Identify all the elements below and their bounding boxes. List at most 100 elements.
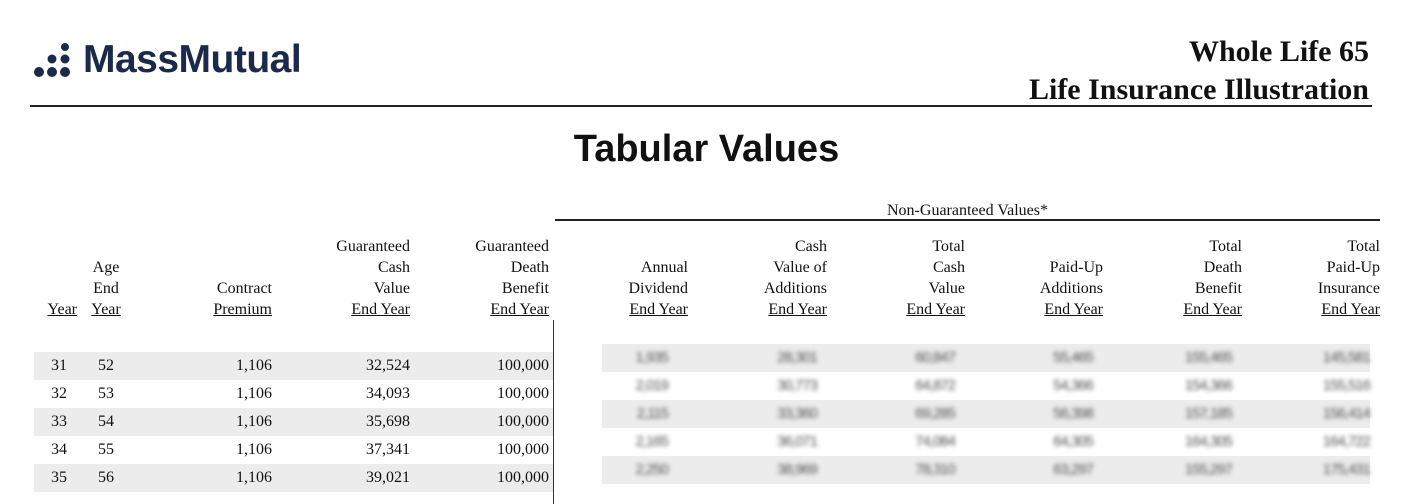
col-header-age-line1: Age — [92, 259, 120, 276]
cell-gdb: 100,000 — [497, 385, 549, 402]
cell-cva: 36,071 — [777, 433, 818, 450]
cell-tpui: 164,722 — [1322, 433, 1371, 450]
col-header-gdb-line2: Death — [510, 259, 549, 276]
col-header-tcv-line4: End Year — [906, 301, 965, 318]
cell-age: 54 — [98, 413, 114, 430]
col-header-tpui-line2: Paid-Up — [1326, 259, 1380, 276]
cell-tpui: 145,581 — [1322, 349, 1371, 366]
cell-dividend: 2,115 — [636, 405, 669, 422]
col-header-tpui-line3: Insurance — [1317, 280, 1380, 297]
col-header-tpui-line4: End Year — [1321, 301, 1380, 318]
col-header-age: Age End Year — [84, 257, 128, 320]
col-header-year-line: Year — [47, 301, 77, 318]
cell-gcv: 37,341 — [366, 441, 410, 458]
col-header-premium-line1: Contract — [216, 280, 272, 297]
cell-pua: 64,305 — [1053, 433, 1094, 450]
col-header-tdb-line1: Total — [1209, 238, 1242, 255]
cell-tpui: 156,414 — [1322, 405, 1371, 422]
cell-year: 33 — [51, 413, 67, 430]
cell-pua: 55,465 — [1053, 349, 1094, 366]
non-guaranteed-row — [602, 372, 1370, 400]
cell-gdb: 100,000 — [497, 441, 549, 458]
cell-dividend: 2,250 — [635, 461, 669, 478]
cell-tcv: 69,285 — [915, 405, 956, 422]
cell-year: 35 — [51, 469, 67, 486]
col-header-tdb-line2: Death — [1203, 259, 1242, 276]
cell-tdb: 157,185 — [1184, 405, 1233, 422]
col-header-gdb-line4: End Year — [490, 301, 549, 318]
col-header-div-line2: Dividend — [628, 280, 688, 297]
col-header-cva-line4: End Year — [768, 301, 827, 318]
col-header-tcv-line1: Total — [932, 238, 965, 255]
cell-pua: 63,297 — [1053, 461, 1094, 478]
cell-gdb: 100,000 — [497, 413, 549, 430]
col-header-tdb-line4: End Year — [1183, 301, 1242, 318]
cell-cva: 38,969 — [777, 461, 818, 478]
col-header-paid-up-additions: Paid-Up Additions End Year — [1003, 257, 1103, 320]
table-row — [34, 352, 553, 380]
cell-gcv: 34,093 — [366, 385, 410, 402]
col-header-tpui-line1: Total — [1347, 238, 1380, 255]
col-header-cva-line3: Additions — [763, 280, 827, 297]
table-row — [34, 408, 553, 436]
non-guaranteed-divider — [555, 219, 1380, 221]
cell-age: 56 — [98, 469, 114, 486]
col-header-gdb-line3: Benefit — [501, 280, 549, 297]
cell-age: 52 — [98, 357, 114, 374]
cell-cva: 33,360 — [777, 405, 818, 422]
massmutual-logo: MassMutual — [33, 38, 302, 82]
cell-premium: 1,106 — [236, 413, 272, 430]
col-header-guaranteed-cash-value: Guaranteed Cash Value End Year — [300, 236, 410, 320]
cell-dividend: 1,935 — [635, 349, 669, 366]
product-name: Whole Life 65 — [1189, 35, 1369, 68]
col-header-annual-dividend: Annual Dividend End Year — [588, 257, 688, 320]
non-guaranteed-row — [602, 344, 1370, 372]
col-header-pua-line3: End Year — [1044, 301, 1103, 318]
col-header-tcv-line2: Cash — [933, 259, 965, 276]
header-divider — [30, 105, 1372, 107]
table-row — [34, 464, 553, 492]
col-header-gdb-line1: Guaranteed — [475, 238, 549, 255]
col-header-div-line3: End Year — [629, 301, 688, 318]
col-header-pua-line1: Paid-Up — [1049, 259, 1103, 276]
guaranteed-divider-line — [553, 320, 554, 504]
brand-name: MassMutual — [83, 38, 302, 81]
col-header-guaranteed-death-benefit: Guaranteed Death Benefit End Year — [440, 236, 549, 320]
non-guaranteed-row — [602, 456, 1370, 484]
cell-year: 31 — [51, 357, 67, 374]
cell-tcv: 78,310 — [915, 461, 956, 478]
cell-premium: 1,106 — [236, 441, 272, 458]
col-header-age-line3: Year — [91, 301, 121, 318]
brand-dots-icon — [34, 43, 70, 77]
cell-premium: 1,106 — [236, 469, 272, 486]
cell-tcv: 60,847 — [915, 349, 956, 366]
illustration-name: Life Insurance Illustration — [1028, 73, 1369, 106]
cell-tdb: 155,465 — [1184, 349, 1233, 366]
col-header-gcv-line1: Guaranteed — [336, 238, 410, 255]
cell-year: 34 — [51, 441, 67, 458]
cell-cva: 28,301 — [777, 349, 818, 366]
non-guaranteed-row — [602, 400, 1370, 428]
col-header-gcv-line3: Value — [373, 280, 410, 297]
cell-gcv: 32,524 — [366, 357, 410, 374]
cell-age: 55 — [98, 441, 114, 458]
col-header-premium: Contract Premium — [170, 278, 272, 320]
col-header-pua-line2: Additions — [1039, 280, 1103, 297]
col-header-div-line1: Annual — [640, 259, 688, 276]
col-header-tdb-line3: Benefit — [1194, 280, 1242, 297]
col-header-cva-line2: Value of — [773, 259, 827, 276]
cell-premium: 1,106 — [236, 385, 272, 402]
cell-gdb: 100,000 — [497, 469, 549, 486]
cell-gcv: 39,021 — [366, 469, 410, 486]
cell-gdb: 100,000 — [497, 357, 549, 374]
cell-tdb: 154,366 — [1184, 377, 1233, 394]
non-guaranteed-section-title: Non-Guaranteed Values* — [887, 202, 1048, 219]
document-title: Whole Life 65 Life Insurance Illustratio… — [1029, 33, 1369, 109]
page-title: Tabular Values — [573, 128, 840, 170]
col-header-cva-line1: Cash — [795, 238, 827, 255]
cell-premium: 1,106 — [236, 357, 272, 374]
cell-pua: 56,398 — [1053, 405, 1094, 422]
col-header-gcv-line2: Cash — [378, 259, 410, 276]
col-header-gcv-line4: End Year — [351, 301, 410, 318]
col-header-year: Year — [37, 299, 77, 320]
